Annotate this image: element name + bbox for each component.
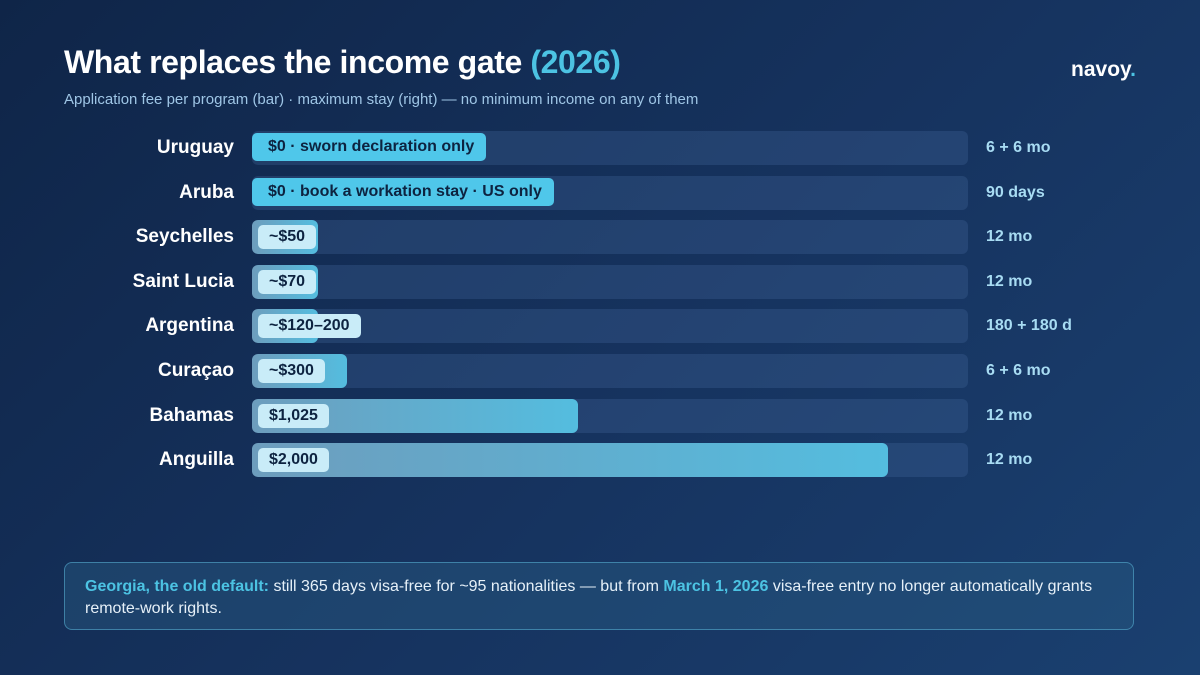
chart-row: Uruguay $0 · sworn declaration only 6 + 6 … — [0, 131, 1200, 165]
note-text-1: still 365 days visa-free for ~95 nationa… — [269, 578, 664, 595]
note-date: March 1, 2026 — [663, 578, 769, 595]
country-label: Uruguay — [156, 137, 234, 158]
country-label: Curaçao — [157, 360, 234, 381]
bar-value-label: $2,000 — [258, 448, 329, 473]
note-lead: Georgia, the old default: — [85, 578, 270, 595]
title-year: (2026) — [530, 44, 621, 80]
bar-track: ~$120–200 — [252, 309, 968, 344]
chart-row: Aruba $0 · book a workation stay · US onl… — [0, 175, 1200, 210]
bar-track: ~$70 — [252, 264, 968, 299]
bar-value-label: ~$300 — [258, 359, 325, 383]
bar-track: $0 · sworn declaration only — [252, 131, 968, 165]
country-label: Aruba — [179, 181, 234, 203]
country-label: Argentina — [145, 315, 234, 337]
title-text: What replaces the income gate — [64, 44, 522, 80]
bar-track: ~$50 — [252, 220, 968, 255]
page-title: What replaces the income gate (2026) — [64, 44, 621, 81]
bar-track: $0 · book a workation stay · US only — [252, 175, 968, 210]
brand-logo: navoy. — [1071, 58, 1136, 82]
bar-value-label: $0 · sworn declaration only — [252, 133, 487, 161]
country-label: Bahamas — [149, 404, 235, 426]
max-stay-label: 6 + 6 mo — [986, 139, 1051, 156]
georgia-note: Georgia, the old default: still 365 days… — [64, 562, 1134, 630]
max-stay-label: 12 mo — [986, 272, 1033, 290]
chart-row: Curaçao ~$300 6 + 6 mo — [0, 354, 1200, 388]
chart-row: Saint Lucia ~$70 12 mo — [0, 264, 1200, 299]
bar-track: $1,025 — [252, 398, 968, 433]
max-stay-label: 12 mo — [986, 451, 1033, 469]
country-label: Seychelles — [135, 226, 234, 248]
max-stay-label: 6 + 6 mo — [986, 362, 1051, 379]
chart-row: Anguilla $2,000 12 mo — [0, 443, 1200, 478]
bar-value-label: ~$120–200 — [258, 314, 361, 339]
chart-row: Seychelles ~$50 12 mo — [0, 220, 1200, 255]
bar-value-label: $0 · book a workation stay · US only — [252, 177, 554, 206]
brand-dot: . — [1130, 58, 1136, 81]
max-stay-label: 180 + 180 d — [986, 317, 1072, 335]
max-stay-label: 12 mo — [986, 228, 1033, 246]
country-label: Anguilla — [159, 449, 234, 471]
max-stay-label: 90 days — [986, 183, 1045, 201]
bar-track: ~$300 — [252, 354, 968, 388]
brand-name: navoy — [1071, 58, 1131, 81]
note-text-2: visa-free entry no longer automatically … — [85, 578, 1093, 617]
bar-value-label: ~$50 — [258, 225, 317, 250]
country-label: Saint Lucia — [132, 270, 234, 292]
bar-value-label: ~$70 — [258, 269, 317, 294]
bar — [252, 443, 889, 478]
chart-subtitle: Application fee per program (bar) · maxi… — [64, 91, 699, 108]
bar-track: $2,000 — [252, 443, 968, 478]
max-stay-label: 12 mo — [986, 406, 1033, 424]
chart-row: Argentina ~$120–200 180 + 180 d — [0, 309, 1200, 344]
bar-value-label: $1,025 — [258, 403, 329, 428]
chart-row: Bahamas $1,025 12 mo — [0, 398, 1200, 433]
